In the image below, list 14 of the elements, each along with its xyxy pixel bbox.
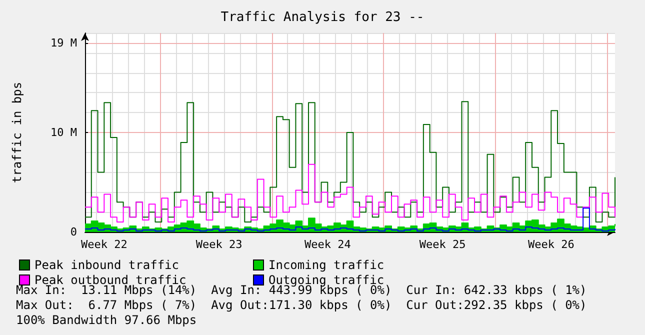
y-tick-label: 0 — [70, 226, 77, 238]
x-tick-label: Week 23 — [196, 238, 242, 251]
x-tick-label: Week 25 — [419, 238, 466, 251]
x-tick-label: Week 26 — [528, 238, 574, 251]
x-tick-label: Week 22 — [80, 238, 128, 251]
text: Max Out: 6.77 Mbps ( 7%) Avg Out:171.30 kbps ( 0%) Cur Out:292.35 kbps ( 0%) — [16, 298, 587, 312]
y-tick-label: 19 M — [50, 36, 78, 50]
legend-label: Peak inbound traffic — [34, 258, 179, 272]
chart-title: Traffic Analysis for 23 -- — [220, 10, 424, 25]
y-tick-label: 10 M — [50, 126, 78, 139]
legend-label: Incoming traffic — [268, 258, 384, 272]
text: 100% Bandwidth 97.66 Mbps — [16, 313, 197, 327]
x-tick-label: Week 24 — [304, 238, 352, 251]
y-axis-title: traffic in bps — [10, 82, 24, 184]
